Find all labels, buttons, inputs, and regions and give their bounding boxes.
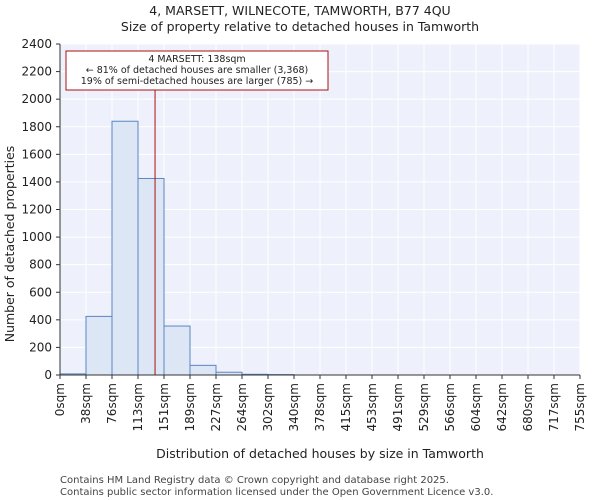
- x-tick-label: 227sqm: [209, 383, 223, 431]
- x-tick-label: 680sqm: [521, 383, 535, 431]
- histogram-bar: [137, 177, 165, 376]
- x-tick-label: 189sqm: [183, 383, 197, 431]
- y-tick-label: 800: [29, 258, 52, 272]
- annotation-line-2: ← 81% of detached houses are smaller (3,…: [86, 65, 309, 76]
- histogram-bar: [163, 325, 191, 376]
- x-tick-label: 415sqm: [339, 383, 353, 431]
- x-tick-label: 151sqm: [157, 383, 171, 431]
- y-tick-label: 1600: [21, 147, 52, 161]
- x-tick-label: 529sqm: [417, 383, 431, 431]
- x-tick-label: 0sqm: [53, 383, 67, 416]
- histogram-bar: [189, 364, 217, 376]
- annotation-line-3: 19% of semi-detached houses are larger (…: [81, 76, 314, 87]
- x-tick-label: 717sqm: [547, 383, 561, 431]
- x-tick-label: 113sqm: [131, 383, 145, 431]
- y-tick-label: 0: [44, 368, 52, 382]
- histogram-bar: [111, 120, 139, 376]
- x-axis-label: Distribution of detached houses by size …: [156, 446, 484, 461]
- bars: [59, 120, 295, 376]
- x-tick-label: 264sqm: [235, 383, 249, 431]
- x-tick-label: 76sqm: [105, 383, 119, 424]
- histogram-bar: [85, 315, 113, 376]
- y-tick-label: 1000: [21, 230, 52, 244]
- y-tick-label: 2000: [21, 92, 52, 106]
- footer-line-2: Contains public sector information licen…: [60, 487, 493, 498]
- x-tick-label: 604sqm: [469, 383, 483, 431]
- x-tick-label: 302sqm: [261, 383, 275, 431]
- y-tick-label: 600: [29, 285, 52, 299]
- x-tick-label: 642sqm: [495, 383, 509, 431]
- y-axis-label: Number of detached properties: [2, 146, 17, 343]
- x-tick-label: 453sqm: [365, 383, 379, 431]
- chart-subtitle: Size of property relative to detached ho…: [121, 19, 479, 34]
- y-tick-label: 2400: [21, 37, 52, 51]
- x-tick-label: 566sqm: [443, 383, 457, 431]
- x-tick-labels: 0sqm 38sqm 76sqm 113sqm 151sqm 189sqm 227sqm 26…: [53, 375, 587, 431]
- y-tick-label: 1400: [21, 175, 52, 189]
- annotation-box: 4 MARSETT: 138sqm ← 81% of detached hous…: [65, 50, 329, 91]
- y-tick-label: 400: [29, 313, 52, 327]
- chart-title: 4, MARSETT, WILNECOTE, TAMWORTH, B77 4QU: [149, 3, 450, 18]
- x-tick-label: 340sqm: [287, 383, 301, 431]
- x-tick-label: 378sqm: [313, 383, 327, 431]
- x-tick-label: 491sqm: [391, 383, 405, 431]
- annotation-box-border: [65, 50, 329, 91]
- x-tick-label: 38sqm: [79, 383, 93, 424]
- annotation-line-1: 4 MARSETT: 138sqm: [148, 54, 245, 65]
- y-tick-label: 2200: [21, 65, 52, 79]
- footer-line-1: Contains HM Land Registry data © Crown c…: [60, 475, 449, 486]
- y-tick-label: 200: [29, 340, 52, 354]
- y-tick-label: 1200: [21, 203, 52, 217]
- x-tick-label: 755sqm: [573, 383, 587, 431]
- y-tick-labels: 0 200 400 600 800 1000 1200 1400 1600 1800 2000 220…: [21, 37, 60, 382]
- y-tick-label: 1800: [21, 120, 52, 134]
